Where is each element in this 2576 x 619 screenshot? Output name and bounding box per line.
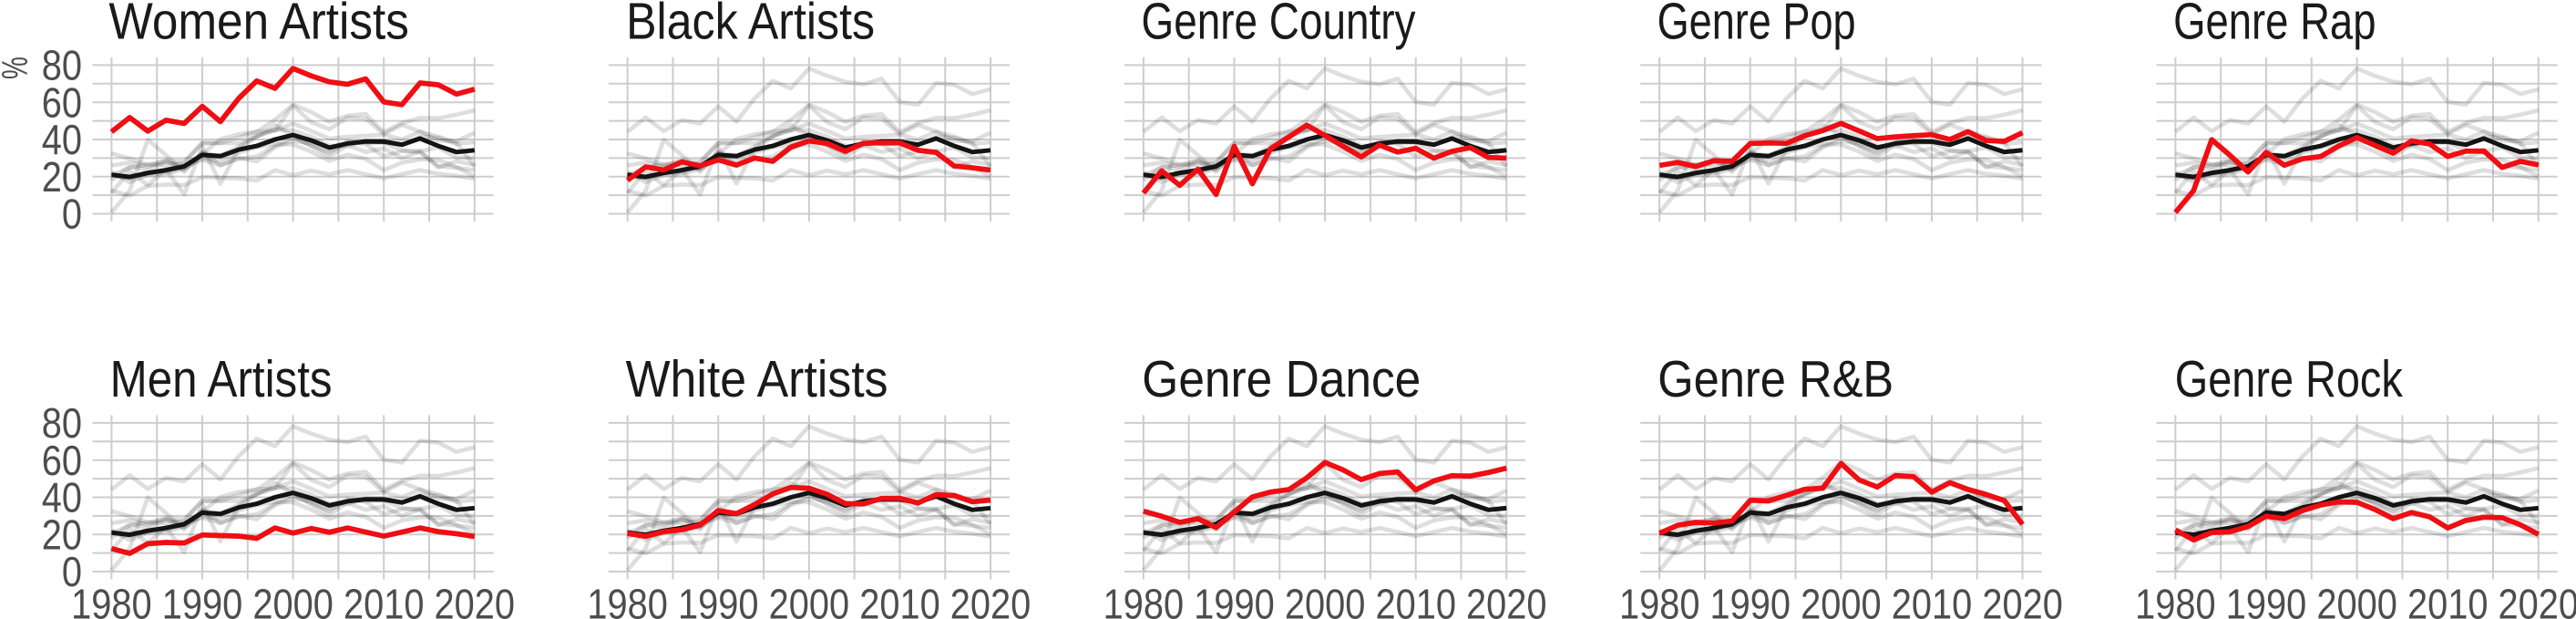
svg-text:20: 20	[42, 512, 82, 559]
svg-text:White Artists: White Artists	[626, 350, 888, 408]
svg-text:60: 60	[42, 438, 82, 484]
svg-text:1980: 1980	[1619, 582, 1700, 619]
svg-text:2000: 2000	[1285, 582, 1366, 619]
svg-text:Genre Rock: Genre Rock	[2175, 350, 2404, 408]
svg-text:80: 80	[42, 400, 82, 447]
svg-text:40: 40	[42, 475, 82, 521]
svg-text:1980: 1980	[71, 582, 152, 619]
svg-text:Genre Pop: Genre Pop	[1657, 0, 1856, 50]
svg-text:80: 80	[42, 43, 82, 89]
svg-text:Genre R&B: Genre R&B	[1657, 350, 1894, 408]
svg-text:1980: 1980	[2135, 582, 2216, 619]
svg-text:2000: 2000	[2316, 582, 2397, 619]
svg-text:2010: 2010	[1375, 582, 1456, 619]
svg-text:2020: 2020	[1466, 582, 1547, 619]
svg-text:2000: 2000	[252, 582, 334, 619]
svg-text:2020: 2020	[950, 582, 1031, 619]
svg-text:%: %	[0, 57, 36, 79]
svg-text:60: 60	[42, 80, 82, 127]
svg-text:2010: 2010	[1892, 582, 1973, 619]
svg-text:2010: 2010	[2407, 582, 2489, 619]
svg-text:Genre Rap: Genre Rap	[2173, 0, 2376, 50]
svg-text:1990: 1990	[162, 582, 243, 619]
svg-text:40: 40	[42, 117, 82, 163]
svg-text:2010: 2010	[344, 582, 425, 619]
svg-text:1980: 1980	[1103, 582, 1185, 619]
svg-text:Black Artists: Black Artists	[626, 0, 875, 50]
svg-text:Men Artists: Men Artists	[110, 350, 333, 408]
svg-text:1980: 1980	[587, 582, 668, 619]
svg-text:0: 0	[62, 549, 82, 595]
svg-text:2020: 2020	[2499, 582, 2576, 619]
svg-text:Genre Dance: Genre Dance	[1142, 350, 1421, 408]
svg-text:2000: 2000	[769, 582, 850, 619]
svg-text:1990: 1990	[678, 582, 759, 619]
svg-text:Genre Country: Genre Country	[1142, 0, 1417, 50]
svg-text:Women Artists: Women Artists	[108, 0, 409, 50]
svg-text:1990: 1990	[1194, 582, 1275, 619]
svg-text:1990: 1990	[2226, 582, 2307, 619]
svg-text:2020: 2020	[1982, 582, 2063, 619]
svg-text:2000: 2000	[1801, 582, 1882, 619]
svg-text:0: 0	[62, 191, 82, 238]
svg-text:1990: 1990	[1710, 582, 1791, 619]
svg-text:2010: 2010	[859, 582, 940, 619]
svg-text:2020: 2020	[435, 582, 516, 619]
svg-text:20: 20	[42, 154, 82, 201]
